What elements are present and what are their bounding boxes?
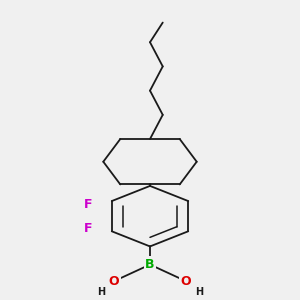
Text: F: F bbox=[84, 198, 93, 211]
Text: F: F bbox=[84, 222, 93, 236]
Text: O: O bbox=[109, 275, 119, 288]
Text: H: H bbox=[195, 287, 203, 297]
Text: H: H bbox=[97, 287, 105, 297]
Text: O: O bbox=[181, 275, 191, 288]
Text: B: B bbox=[145, 258, 155, 271]
